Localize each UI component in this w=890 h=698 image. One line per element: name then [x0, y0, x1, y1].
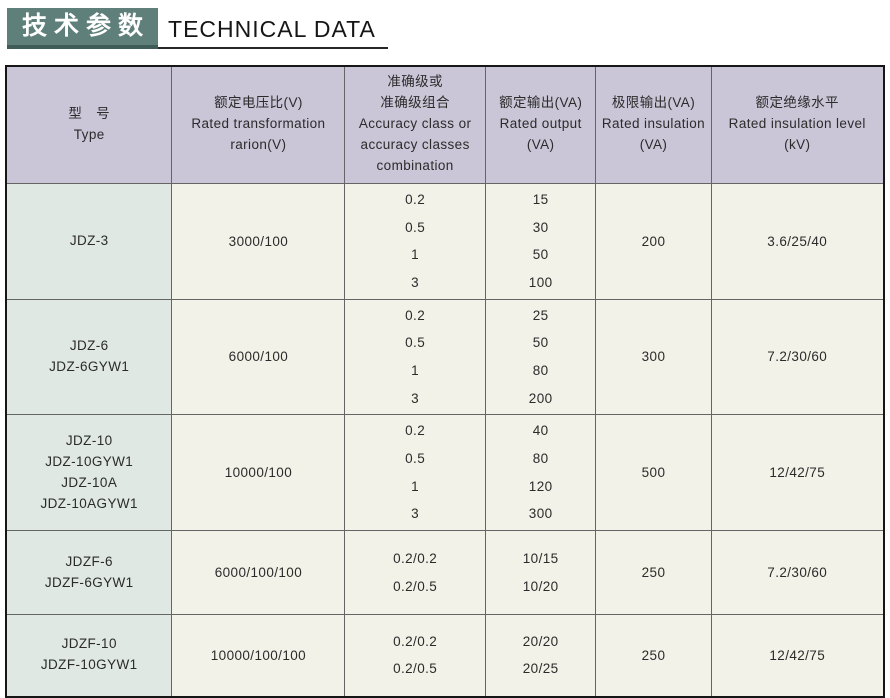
insulation-cell: 7.2/30/60	[710, 530, 885, 616]
ratio-cell: 6000/100	[171, 298, 346, 416]
insulation-cell: 3.6/25/40	[710, 183, 885, 300]
col-header-accuracy-class: 准确级或 准确级组合 Accuracy class or accuracy cl…	[344, 65, 486, 184]
limit-cell: 500	[595, 414, 712, 532]
col-header-limit-output: 极限输出(VA) Rated insulation (VA)	[595, 65, 712, 184]
output-cell: 15 30 50 100	[484, 183, 597, 300]
technical-data-table: 型 号 Type 额定电压比(V) Rated transformation r…	[5, 64, 885, 698]
section-title-english: TECHNICAL DATA	[158, 16, 388, 49]
accuracy-cell: 0.2 0.5 1 3	[344, 414, 486, 532]
ratio-cell: 10000/100/100	[171, 614, 346, 698]
limit-cell: 250	[595, 614, 712, 698]
limit-cell: 200	[595, 183, 712, 300]
section-header: 技术参数 TECHNICAL DATA	[7, 8, 885, 49]
col-header-rated-output: 额定输出(VA) Rated output (VA)	[484, 65, 597, 184]
accuracy-cell: 0.2 0.5 1 3	[344, 298, 486, 416]
accuracy-cell: 0.2/0.2 0.2/0.5	[344, 614, 486, 698]
accuracy-cell: 0.2 0.5 1 3	[344, 183, 486, 300]
col-header-insulation-level: 额定绝缘水平 Rated insulation level (kV)	[710, 65, 885, 184]
ratio-cell: 6000/100/100	[171, 530, 346, 616]
output-cell: 10/15 10/20	[484, 530, 597, 616]
col-header-rated-voltage-ratio: 额定电压比(V) Rated transformation rarion(V)	[171, 65, 346, 184]
col-header-type: 型 号 Type	[5, 65, 173, 184]
insulation-cell: 12/42/75	[710, 414, 885, 532]
type-cell: JDZF-10 JDZF-10GYW1	[5, 614, 173, 698]
type-cell: JDZ-3	[5, 183, 173, 300]
type-cell: JDZ-10 JDZ-10GYW1 JDZ-10A JDZ-10AGYW1	[5, 414, 173, 532]
type-cell: JDZF-6 JDZF-6GYW1	[5, 530, 173, 616]
insulation-cell: 7.2/30/60	[710, 298, 885, 416]
limit-cell: 250	[595, 530, 712, 616]
insulation-cell: 12/42/75	[710, 614, 885, 698]
table-row: JDZ-6 JDZ-6GYW1 6000/100 0.2 0.5 1 3 25 …	[5, 298, 885, 416]
type-cell: JDZ-6 JDZ-6GYW1	[5, 298, 173, 416]
table-row: JDZF-6 JDZF-6GYW1 6000/100/100 0.2/0.2 0…	[5, 530, 885, 616]
ratio-cell: 3000/100	[171, 183, 346, 300]
output-cell: 40 80 120 300	[484, 414, 597, 532]
table-row: JDZ-10 JDZ-10GYW1 JDZ-10A JDZ-10AGYW1 10…	[5, 414, 885, 532]
table-header-row: 型 号 Type 额定电压比(V) Rated transformation r…	[5, 65, 885, 184]
table-row: JDZF-10 JDZF-10GYW1 10000/100/100 0.2/0.…	[5, 614, 885, 698]
section-title-chinese: 技术参数	[7, 8, 159, 49]
limit-cell: 300	[595, 298, 712, 416]
table-row: JDZ-3 3000/100 0.2 0.5 1 3 15 30 50 100 …	[5, 183, 885, 300]
output-cell: 20/20 20/25	[484, 614, 597, 698]
ratio-cell: 10000/100	[171, 414, 346, 532]
accuracy-cell: 0.2/0.2 0.2/0.5	[344, 530, 486, 616]
output-cell: 25 50 80 200	[484, 298, 597, 416]
